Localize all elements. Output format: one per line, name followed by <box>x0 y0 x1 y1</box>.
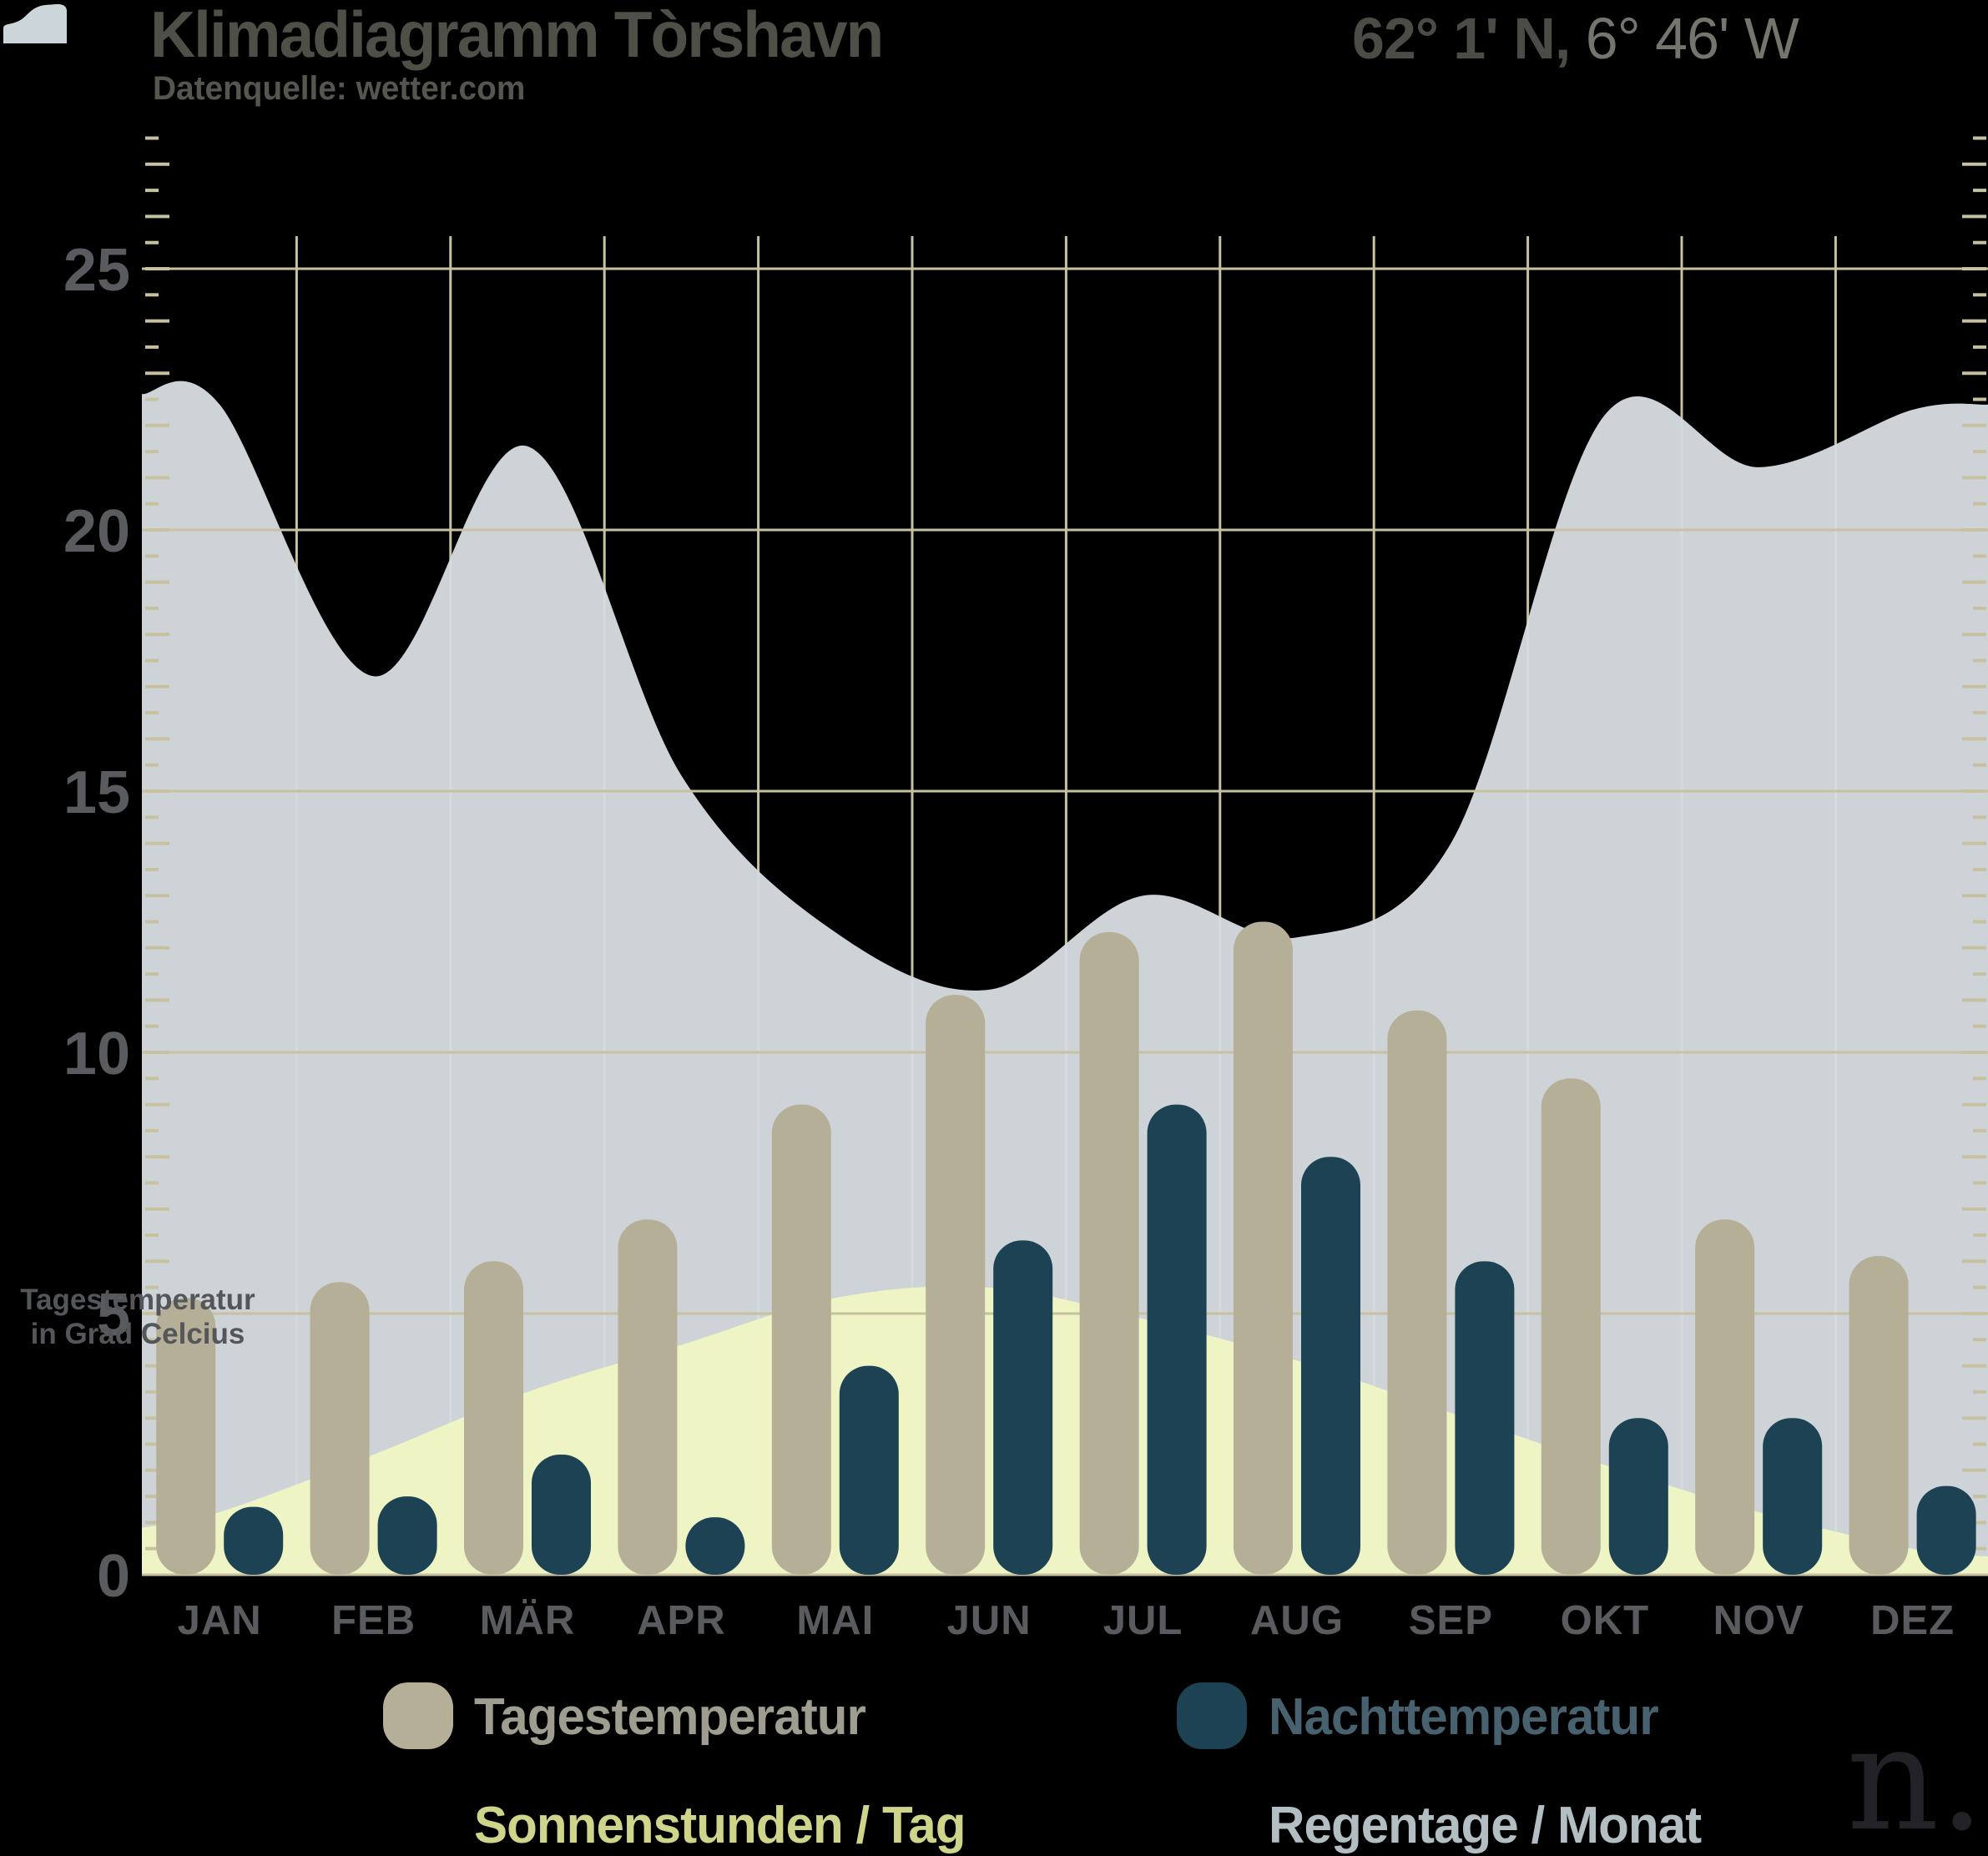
night-temp-bar <box>993 1240 1053 1575</box>
y-axis-caption-line2: in Grad Celcius <box>30 1317 245 1350</box>
brand-watermark: n. <box>1846 1695 1985 1856</box>
night-temp-bar <box>1916 1485 1976 1575</box>
month-label: MÄR <box>480 1598 576 1643</box>
night-temp-bar <box>1455 1261 1515 1575</box>
coordinates-lon: 6° 46' W <box>1570 6 1799 71</box>
legend-label-rain-days: Regentage / Monat <box>1269 1797 1702 1854</box>
day-temp-bar <box>310 1282 370 1575</box>
night-temp-bar <box>377 1496 437 1575</box>
day-temp-bar <box>1079 932 1139 1575</box>
day-temp-bar <box>1695 1219 1755 1575</box>
day-temp-bar <box>1234 921 1293 1575</box>
y-tick-label: 0 <box>97 1543 130 1610</box>
legend-swatch-rain-days <box>3 4 67 43</box>
data-source: Datenquelle: wetter.com <box>153 70 526 107</box>
month-label: JUN <box>947 1598 1032 1643</box>
night-temp-bar <box>532 1455 591 1575</box>
legend-swatch-night-temp <box>1177 1682 1247 1749</box>
night-temp-bar <box>1301 1157 1360 1575</box>
month-label: APR <box>637 1598 725 1643</box>
month-label: DEZ <box>1870 1598 1955 1643</box>
legend-label-sun-hours: Sonnenstunden / Tag <box>474 1797 966 1854</box>
month-label: OKT <box>1561 1598 1649 1643</box>
day-temp-bar <box>1849 1256 1909 1575</box>
y-tick-label: 5 <box>97 1282 130 1349</box>
month-label: NOV <box>1713 1598 1804 1643</box>
coordinates: 62° 1' N, 6° 46' W <box>1352 5 1799 72</box>
sun-hours-area <box>142 1286 1988 1575</box>
month-label: JUL <box>1103 1598 1183 1643</box>
y-axis-caption: Tagestemperatur in Grad Celcius <box>0 1284 275 1352</box>
month-label: AUG <box>1250 1598 1344 1643</box>
y-tick-label: 20 <box>63 498 130 565</box>
legend-swatch-day-temp <box>383 1682 453 1749</box>
page-title: Klimadiagramm Tòrshavn <box>150 0 884 71</box>
legend-label-night-temp: Nachttemperatur <box>1269 1688 1659 1746</box>
night-temp-bar <box>1763 1418 1823 1575</box>
legend-label-day-temp: Tagestemperatur <box>474 1688 866 1746</box>
rain-area-icon <box>3 4 67 43</box>
y-tick-label: 10 <box>63 1021 130 1087</box>
y-axis-caption-line1: Tagestemperatur <box>20 1284 255 1316</box>
day-temp-bar <box>1387 1010 1447 1575</box>
coordinates-lat: 62° 1' N, <box>1352 6 1571 71</box>
month-label: JAN <box>178 1598 262 1643</box>
night-temp-bar <box>1147 1104 1207 1575</box>
y-tick-label: 15 <box>63 759 130 826</box>
y-tick-label: 25 <box>63 237 130 304</box>
rain-days-area <box>142 381 1988 1575</box>
night-temp-bar <box>224 1506 284 1575</box>
month-label: FEB <box>331 1598 416 1643</box>
day-temp-bar <box>618 1219 678 1575</box>
day-temp-bar <box>156 1298 216 1575</box>
night-temp-bar <box>839 1365 899 1575</box>
day-temp-bar <box>771 1104 831 1575</box>
night-temp-bar <box>685 1517 745 1575</box>
night-temp-bar <box>1608 1418 1668 1575</box>
day-temp-bar <box>926 995 986 1575</box>
day-temp-bar <box>464 1261 523 1575</box>
month-label: SEP <box>1409 1598 1493 1643</box>
day-temp-bar <box>1541 1078 1601 1575</box>
month-label: MAI <box>796 1598 874 1643</box>
